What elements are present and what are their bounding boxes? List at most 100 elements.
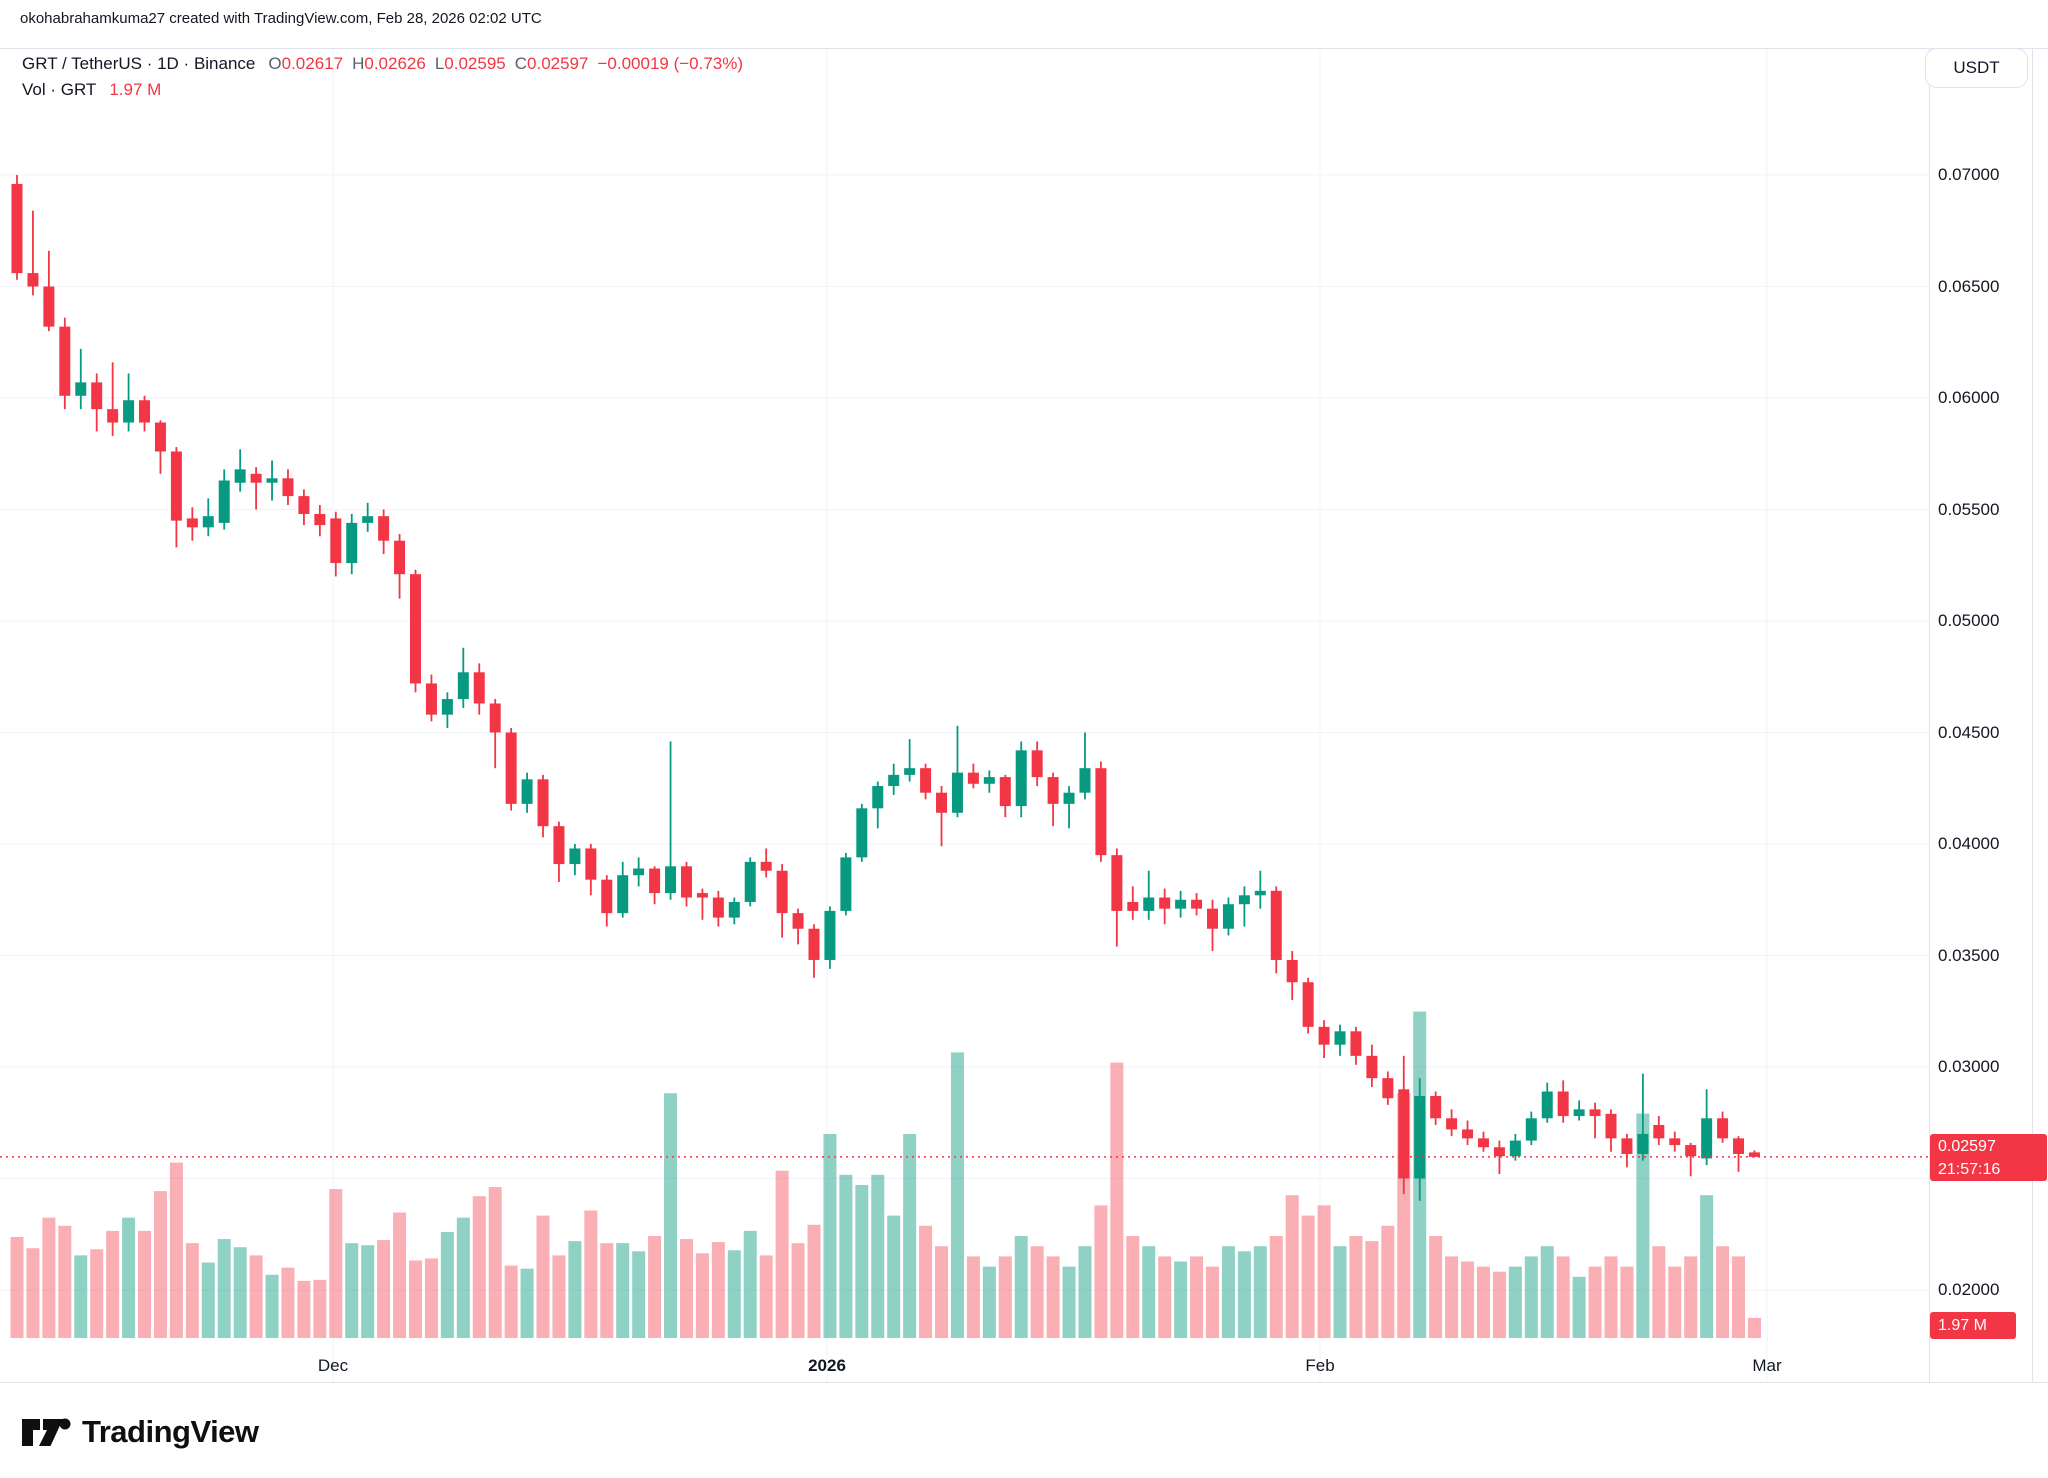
- candle: [1430, 1095, 1442, 1119]
- candle: [91, 382, 103, 410]
- candle: [123, 400, 135, 423]
- candle-wick: [32, 210, 34, 296]
- candle-wick: [1594, 1102, 1596, 1139]
- candle: [1685, 1145, 1697, 1157]
- volume-bar: [345, 1243, 359, 1338]
- volume-bar: [919, 1225, 933, 1338]
- volume-bar: [616, 1243, 630, 1338]
- high-value: H 0.02626: [352, 54, 426, 73]
- legend-volume-row: Vol · GRT 1.97 M: [22, 78, 743, 102]
- volume-bar: [648, 1236, 662, 1338]
- volume-bar: [1508, 1266, 1522, 1338]
- volume-bar: [743, 1230, 757, 1338]
- volume-bar: [1636, 1113, 1650, 1338]
- volume-bar: [1301, 1215, 1315, 1338]
- candle: [1605, 1113, 1617, 1139]
- chart-right-border: [2032, 48, 2033, 1382]
- volume-bar: [361, 1245, 375, 1338]
- volume-bar: [1365, 1241, 1379, 1338]
- volume-bar: [1206, 1266, 1219, 1338]
- candle: [1414, 1095, 1426, 1179]
- candle: [1637, 1133, 1649, 1154]
- candle: [728, 901, 740, 918]
- candle: [1717, 1118, 1729, 1139]
- volume-bar: [122, 1217, 136, 1338]
- volume-bar: [1747, 1317, 1761, 1338]
- volume-bar: [1221, 1246, 1235, 1338]
- candle: [234, 469, 246, 483]
- candle: [920, 768, 932, 793]
- volume-bar: [1700, 1195, 1714, 1338]
- candle: [202, 516, 214, 528]
- candle-wick: [1243, 886, 1246, 927]
- candle: [1031, 750, 1043, 778]
- candle-wick: [1147, 870, 1150, 920]
- candle-wick: [940, 786, 943, 847]
- symbol-title[interactable]: GRT / TetherUS · 1D · Binance: [22, 54, 256, 73]
- volume-bar: [1445, 1256, 1459, 1338]
- candle: [1382, 1078, 1394, 1099]
- volume-bar: [472, 1196, 486, 1338]
- price-tick-label: 0.07000: [1938, 165, 2000, 184]
- candle: [1047, 777, 1059, 804]
- price-tick-label: 0.06500: [1938, 276, 2000, 296]
- volume-bar: [1317, 1205, 1331, 1338]
- candle-wick: [255, 467, 257, 510]
- candle: [760, 861, 772, 871]
- attribution-text: okohabrahamkuma27 created with TradingVi…: [20, 10, 542, 27]
- last-price-value: 0.02597: [1938, 1138, 1996, 1155]
- volume-bar: [1524, 1256, 1538, 1338]
- candle: [282, 478, 294, 497]
- volume-bar: [855, 1185, 869, 1338]
- candle: [59, 326, 71, 396]
- candle: [1334, 1031, 1346, 1045]
- volume-bar: [1381, 1225, 1395, 1338]
- volume-bar: [1062, 1266, 1076, 1338]
- volume-bar: [839, 1174, 853, 1338]
- candle: [744, 861, 756, 902]
- chart-legend[interactable]: GRT / TetherUS · 1D · Binance O 0.02617 H…: [22, 52, 743, 102]
- candle: [1127, 901, 1139, 911]
- candle-wick: [494, 699, 497, 769]
- volume-study-value: 1.97 M: [109, 80, 162, 99]
- price-tick-label: 0.06000: [1938, 388, 2000, 407]
- candle: [1318, 1026, 1330, 1045]
- time-tick-label: 2026: [808, 1356, 846, 1375]
- tradingview-logo[interactable]: TradingView: [20, 1412, 259, 1452]
- volume-bar: [584, 1210, 598, 1338]
- volume-bar: [74, 1255, 88, 1338]
- price-tick-label: 0.03500: [1938, 945, 2000, 965]
- candle: [1254, 890, 1266, 896]
- candle: [1143, 897, 1155, 911]
- candle: [904, 768, 916, 775]
- volume-bar: [217, 1239, 231, 1338]
- currency-toggle-button[interactable]: USDT: [1925, 48, 2028, 88]
- volume-bar: [1285, 1195, 1299, 1338]
- candle: [712, 897, 724, 918]
- candle: [1175, 899, 1187, 909]
- candle: [585, 848, 597, 880]
- candle: [1207, 908, 1218, 929]
- volume-study-label[interactable]: Vol · GRT: [22, 80, 97, 99]
- candle-wick: [956, 725, 959, 818]
- volume-bar: [664, 1093, 678, 1338]
- time-tick-label: Feb: [1305, 1356, 1335, 1375]
- candle: [1748, 1152, 1760, 1157]
- candle: [967, 772, 979, 784]
- candle-wick: [908, 739, 911, 782]
- candle: [154, 422, 166, 452]
- volume-bar: [520, 1268, 534, 1338]
- volume-bar: [600, 1243, 614, 1338]
- volume-bar: [791, 1243, 805, 1338]
- candle: [840, 857, 852, 911]
- candle: [75, 382, 87, 396]
- candle: [680, 866, 692, 898]
- candle: [1222, 904, 1234, 929]
- candle: [1573, 1109, 1585, 1117]
- candle-wick: [1259, 870, 1262, 909]
- volume-bar: [695, 1253, 709, 1338]
- price-scale-border[interactable]: [1929, 48, 1930, 1382]
- candle: [872, 786, 884, 809]
